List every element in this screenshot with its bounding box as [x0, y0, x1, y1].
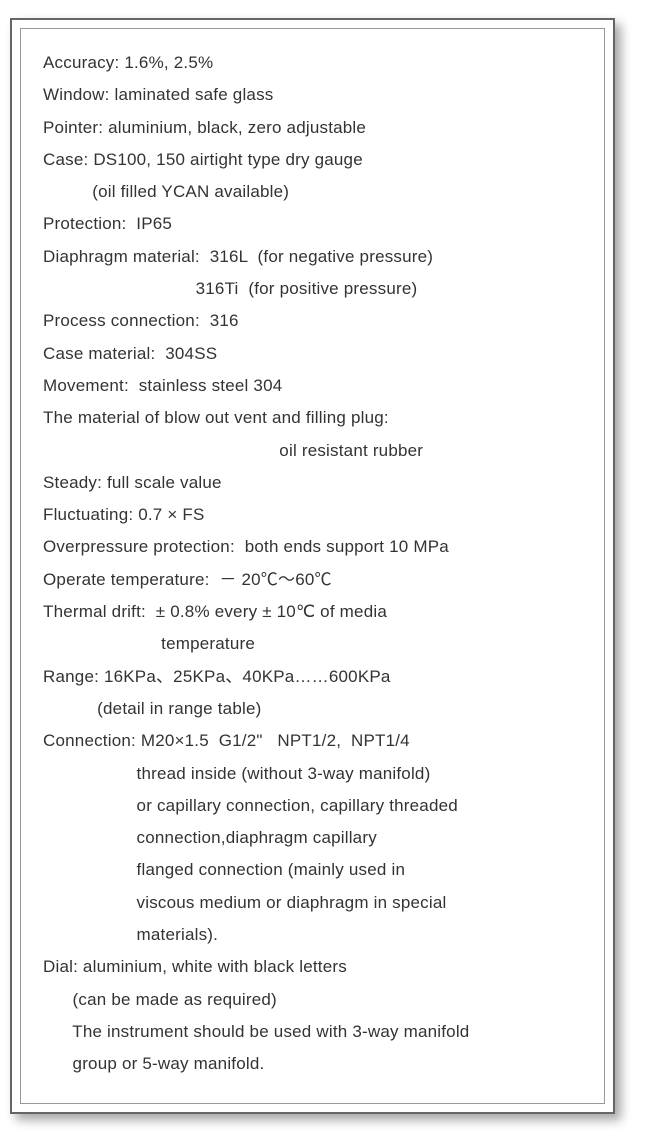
- spec-line: viscous medium or diaphragm in special: [43, 887, 594, 919]
- spec-line: oil resistant rubber: [43, 435, 594, 467]
- spec-line: (oil filled YCAN available): [43, 176, 594, 208]
- spec-line: (detail in range table): [43, 693, 594, 725]
- spec-line: flanged connection (mainly used in: [43, 854, 594, 886]
- spec-line: Fluctuating: 0.7 × FS: [43, 499, 594, 531]
- spec-line: Diaphragm material: 316L (for negative p…: [43, 241, 594, 273]
- spec-line: connection,diaphragm capillary: [43, 822, 594, 854]
- spec-line: Overpressure protection: both ends suppo…: [43, 531, 594, 563]
- spec-line: group or 5-way manifold.: [43, 1048, 594, 1080]
- spec-line: thread inside (without 3-way manifold): [43, 758, 594, 790]
- spec-line: Range: 16KPa、25KPa、40KPa……600KPa: [43, 661, 594, 693]
- spec-line: Steady: full scale value: [43, 467, 594, 499]
- spec-line: Pointer: aluminium, black, zero adjustab…: [43, 112, 594, 144]
- spec-line: Operate temperature: － 20℃～60℃: [43, 564, 594, 596]
- spec-line: Case material: 304SS: [43, 338, 594, 370]
- spec-line: Movement: stainless steel 304: [43, 370, 594, 402]
- spec-line: Accuracy: 1.6%, 2.5%: [43, 47, 594, 79]
- spec-line: (can be made as required): [43, 984, 594, 1016]
- spec-line: materials).: [43, 919, 594, 951]
- spec-line: Case: DS100, 150 airtight type dry gauge: [43, 144, 594, 176]
- spec-line: Protection: IP65: [43, 208, 594, 240]
- spec-line: Thermal drift: ± 0.8% every ± 10℃ of med…: [43, 596, 594, 628]
- spec-line: 316Ti (for positive pressure): [43, 273, 594, 305]
- spec-line: or capillary connection, capillary threa…: [43, 790, 594, 822]
- spec-line: Window: laminated safe glass: [43, 79, 594, 111]
- spec-line: The instrument should be used with 3-way…: [43, 1016, 594, 1048]
- spec-line: Dial: aluminium, white with black letter…: [43, 951, 594, 983]
- spec-line: Process connection: 316: [43, 305, 594, 337]
- spec-line: Connection: M20×1.5 G1/2" NPT1/2, NPT1/4: [43, 725, 594, 757]
- spec-line: The material of blow out vent and fillin…: [43, 402, 594, 434]
- document-outer-frame: Accuracy: 1.6%, 2.5% Window: laminated s…: [10, 18, 615, 1114]
- spec-line: temperature: [43, 628, 594, 660]
- document-inner-frame: Accuracy: 1.6%, 2.5% Window: laminated s…: [20, 28, 605, 1104]
